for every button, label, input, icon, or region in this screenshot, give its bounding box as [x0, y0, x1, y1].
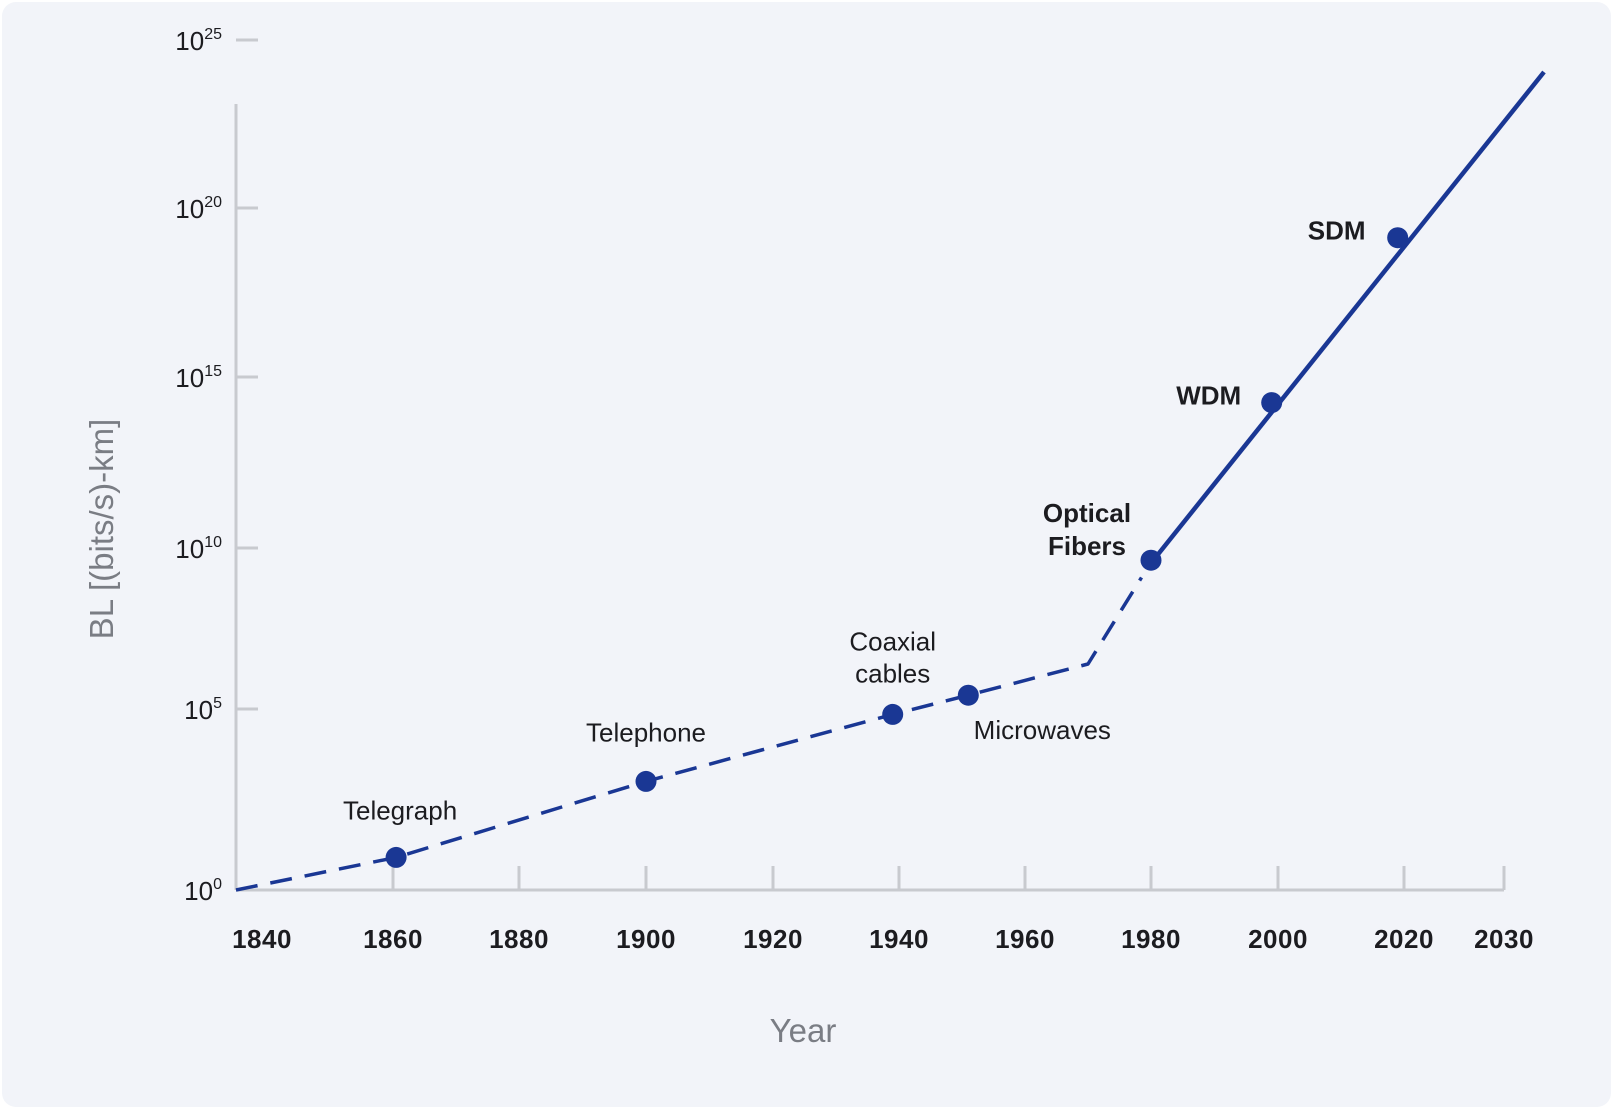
marker-telegraph: [385, 846, 407, 868]
x-tick-label: 1860: [363, 924, 423, 954]
x-tick-label: 1980: [1121, 924, 1181, 954]
marker-telephone: [635, 770, 657, 792]
x-tick-label: 2020: [1374, 924, 1434, 954]
y-tick-label: 1015: [175, 363, 222, 393]
label-coaxial-cables: Coaxial: [849, 626, 936, 656]
x-tick-label: 1840: [232, 924, 292, 954]
marker-optical-fibers: [1140, 549, 1162, 571]
y-tick-label: 100: [184, 876, 222, 906]
x-tick-label: 1900: [616, 924, 676, 954]
x-tick-label: 1880: [489, 924, 549, 954]
label-optical-fibers: Optical: [1043, 498, 1131, 528]
label-wdm: WDM: [1176, 381, 1241, 411]
x-ticks: 1840 1860 1880 1900 1920 1940 1960 1980 2000 2020…: [232, 866, 1534, 954]
marker-microwaves: [957, 684, 979, 706]
x-tick-label: 2030: [1474, 924, 1534, 954]
x-tick-label: 1920: [743, 924, 803, 954]
y-tick-label: 105: [184, 695, 222, 725]
marker-sdm: [1387, 227, 1409, 249]
y-tick-label: 1010: [175, 534, 222, 564]
label-optical-fibers: Fibers: [1048, 531, 1126, 561]
x-tick-label: 1940: [869, 924, 929, 954]
label-microwaves: Microwaves: [974, 715, 1111, 745]
marker-coaxial-cables: [882, 703, 904, 725]
y-ticks: 100 105 1010 1015 1020 1025: [175, 26, 258, 906]
label-sdm: SDM: [1308, 216, 1366, 246]
label-telegraph: Telegraph: [343, 795, 457, 825]
y-tick-label: 1020: [175, 194, 222, 224]
series-lines: [235, 70, 1546, 892]
axes: [234, 104, 1504, 892]
x-tick-label: 2000: [1248, 924, 1308, 954]
label-coaxial-cables: cables: [855, 658, 930, 688]
y-axis-title: BL [(bits/s)-km]: [83, 419, 120, 640]
marker-wdm: [1261, 392, 1283, 414]
y-tick-label: 1025: [175, 26, 222, 56]
x-tick-label: 1960: [995, 924, 1055, 954]
solid-series-line: [1146, 70, 1546, 569]
x-axis-title: Year: [770, 1012, 837, 1049]
markers: [385, 227, 1409, 868]
label-telephone: Telephone: [586, 717, 706, 747]
